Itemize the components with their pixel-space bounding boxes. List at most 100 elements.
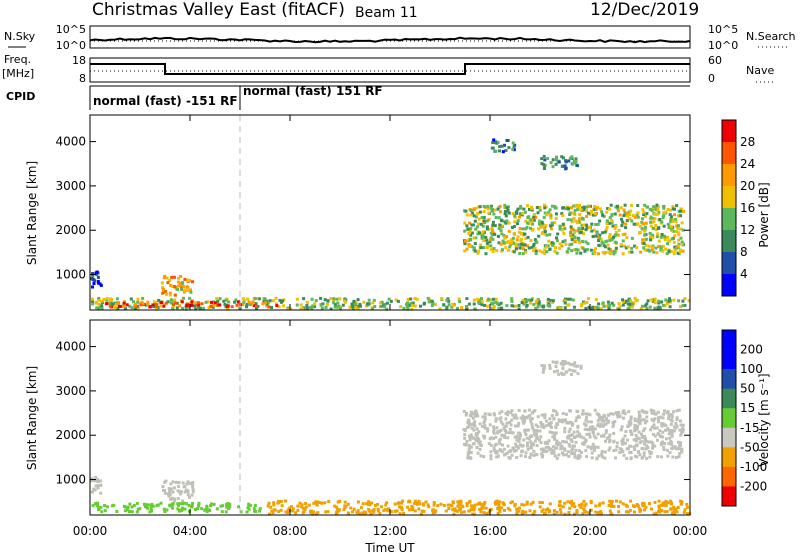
scatter-cell	[494, 149, 498, 153]
scatter-cell	[376, 509, 380, 513]
scatter-cell	[580, 229, 584, 232]
scatter-cell	[530, 228, 534, 232]
scatter-cell	[545, 233, 549, 237]
scatter-cell	[661, 422, 665, 426]
scatter-cell	[171, 506, 175, 510]
scatter-cell	[472, 505, 476, 509]
scatter-cell	[413, 499, 417, 503]
scatter-cell	[485, 241, 489, 245]
scatter-cell	[625, 447, 629, 451]
scatter-cell	[310, 307, 314, 311]
scatter-cell	[615, 499, 618, 503]
scatter-cell	[580, 502, 584, 506]
scatter-cell	[482, 239, 486, 243]
scatter-cell	[274, 296, 278, 300]
scatter-cell	[543, 227, 547, 231]
scatter-cell	[519, 239, 523, 243]
scatter-cell	[545, 245, 548, 249]
scatter-cell	[352, 299, 356, 303]
scatter-cell	[442, 504, 446, 507]
scatter-cell	[636, 424, 640, 428]
scatter-cell	[645, 248, 649, 252]
scatter-cell	[312, 501, 316, 505]
scatter-cell	[563, 512, 567, 516]
scatter-cell	[532, 429, 536, 433]
scatter-cell	[541, 450, 545, 454]
scatter-cell	[276, 501, 280, 505]
scatter-cell	[538, 208, 542, 212]
scatter-cell	[168, 291, 172, 295]
scatter-cell	[669, 249, 673, 253]
scatter-cell	[573, 240, 577, 244]
scatter-cell	[171, 307, 175, 311]
scatter-cell	[596, 235, 600, 239]
scatter-cell	[466, 451, 470, 455]
scatter-cell	[650, 507, 653, 511]
scatter-cell	[641, 208, 645, 212]
scatter-cell	[479, 454, 483, 458]
scatter-cell	[543, 416, 547, 420]
scatter-cell	[99, 283, 103, 287]
scatter-cell	[610, 301, 614, 305]
scatter-cell	[660, 300, 664, 304]
scatter-cell	[451, 501, 455, 505]
scatter-cell	[461, 505, 465, 509]
scatter-cell	[95, 273, 99, 277]
scatter-cell	[141, 302, 145, 306]
scatter-cell	[535, 299, 539, 303]
scatter-cell	[613, 420, 617, 424]
scatter-cell	[643, 427, 647, 431]
scatter-cell	[205, 504, 209, 508]
scatter-cell	[585, 205, 589, 209]
scatter-cell	[648, 455, 652, 459]
scatter-cell	[679, 441, 683, 445]
scatter-cell	[601, 250, 605, 254]
scatter-cell	[478, 210, 482, 214]
scatter-cell	[653, 434, 657, 438]
scatter-cell	[463, 433, 467, 437]
scatter-cell	[533, 246, 537, 250]
scatter-cell	[115, 297, 119, 301]
scatter-cell	[504, 431, 508, 435]
scatter-cell	[489, 450, 493, 454]
scatter-cell	[493, 224, 497, 228]
scatter-cell	[633, 510, 636, 514]
scatter-cell	[367, 298, 371, 302]
scatter-cell	[423, 301, 426, 305]
scatter-cell	[367, 500, 371, 504]
scatter-cell	[95, 306, 99, 310]
scatter-cell	[596, 511, 600, 515]
scatter-cell	[619, 206, 623, 210]
freq-label-1: Freq.	[4, 53, 31, 66]
scatter-cell	[434, 509, 438, 513]
scatter-cell	[617, 228, 621, 232]
scatter-cell	[108, 302, 111, 306]
scatter-cell	[662, 445, 666, 449]
scatter-cell	[643, 233, 647, 237]
scatter-cell	[302, 297, 306, 301]
scatter-cell	[380, 505, 384, 509]
scatter-cell	[200, 507, 204, 511]
scatter-cell	[177, 284, 181, 288]
scatter-cell	[318, 501, 322, 504]
scatter-cell	[634, 433, 638, 437]
scatter-cell	[528, 413, 532, 417]
scatter-cell	[630, 246, 634, 250]
scatter-cell	[295, 303, 299, 307]
scatter-cell	[177, 276, 181, 280]
colorbar-swatch	[722, 164, 736, 187]
scatter-cell	[561, 372, 565, 376]
scatter-cell	[528, 207, 531, 211]
scatter-cell	[94, 502, 98, 506]
scatter-cell	[155, 303, 159, 306]
scatter-cell	[543, 158, 547, 162]
scatter-cell	[662, 448, 666, 451]
scatter-cell	[584, 423, 588, 427]
scatter-cell	[538, 438, 541, 442]
scatter-cell	[246, 297, 250, 301]
scatter-cell	[584, 240, 588, 244]
scatter-cell	[562, 372, 566, 376]
scatter-cell	[565, 440, 568, 444]
scatter-cell	[601, 231, 605, 235]
